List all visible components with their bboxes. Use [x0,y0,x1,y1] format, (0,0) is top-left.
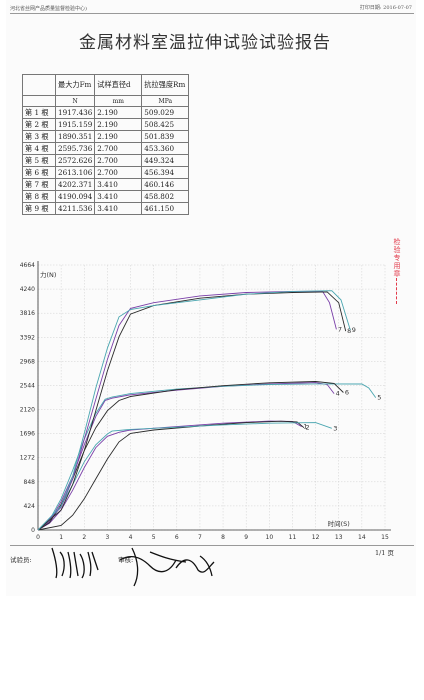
table-header-row: 最大力Fm 试样直径d 抗拉强度Rm [22,74,190,96]
x-tick-label: 11 [289,534,297,541]
series-line-6 [37,381,344,531]
series-label-6: 6 [345,389,349,397]
y-tick-label: 1272 [20,455,35,462]
series-label-4: 4 [336,390,340,398]
x-axis-label: 时间(S) [328,519,350,528]
series-line-4 [37,382,335,531]
series-label-3: 3 [333,424,337,432]
table-unit-row: N mm MPa [22,95,190,107]
page-number: 1/1 页 [374,549,394,557]
y-tick-label: 4240 [20,286,35,293]
series-label-5: 5 [377,394,381,402]
table-cell: 3.410 [94,202,143,215]
x-tick-label: 3 [105,534,109,541]
table-row: 第 6 根 2613.106 2.700 456.394 [22,166,190,179]
tester-label: 试验员: [10,556,32,564]
series-line-3 [37,422,332,531]
series-label-2: 2 [306,424,310,432]
x-tick-label: 12 [312,534,320,541]
x-tick-label: 7 [198,534,202,541]
series-line-9 [37,290,351,531]
table-row: 第 5 根 2572.626 2.700 449.324 [22,154,190,167]
report-title: 金属材料室温拉伸试验试验报告 [79,33,331,53]
series-label-1: 1 [303,423,307,431]
table-row: 第 9 根 4211.536 3.410 461.150 [22,202,190,215]
x-tick-label: 2 [82,534,86,541]
inspection-stamp: 检验专用章 [393,238,401,278]
x-tick-label: 6 [175,534,179,541]
table-unit-cell: MPa [141,95,190,107]
table-cell: 509.029 [141,106,190,119]
table-cell: 461.150 [141,202,190,215]
series-label-9: 9 [352,326,356,334]
header-org: 河北省丝网产品质量监督检验中心) [10,6,87,12]
table-row: 第 3 根 1890.351 2.190 501.839 [22,130,190,143]
x-tick-label: 15 [381,534,389,541]
y-tick-label: 2544 [20,382,35,389]
x-tick-label: 5 [152,534,156,541]
results-table: 最大力Fm 试样直径d 抗拉强度Rm N mm MPa 第 1 根 1917.43… [22,74,190,215]
y-axis-label: 力(N) [40,270,56,279]
series-label-8: 8 [347,327,351,335]
y-tick-label: 424 [24,503,36,510]
stamp-edge [396,278,411,304]
y-tick-label: 4664 [20,262,35,269]
series-line-2 [37,420,305,531]
y-tick-label: 3816 [20,310,35,317]
y-tick-label: 2968 [20,358,35,365]
x-tick-label: 8 [221,534,225,541]
table-cell: 4211.536 [54,202,96,215]
y-tick-label: 2120 [20,407,35,414]
force-time-chart: 0424848127216962120254429683392381642404… [20,261,391,541]
table-row: 第 1 根 1917.436 2.190 509.029 [22,106,190,119]
x-tick-label: 13 [335,534,343,541]
table-cell: 第 9 根 [22,202,56,215]
y-tick-label: 3392 [20,334,35,341]
x-tick-label: 1 [59,534,63,541]
x-tick-label: 14 [358,534,366,541]
table-row: 第 2 根 1915.159 2.190 508.425 [22,118,190,131]
print-date: 打印日期: 2016-07-07 [359,5,412,11]
series-line-8 [37,291,347,531]
series-line-7 [37,290,337,531]
x-tick-label: 4 [129,534,133,541]
series-label-7: 7 [338,325,342,333]
table-row: 第 4 根 2595.736 2.700 453.360 [22,142,190,155]
reviewer-label: 审核: [118,556,134,564]
x-tick-label: 0 [36,534,40,541]
footer-divider [10,545,414,546]
y-tick-label: 1696 [20,431,35,438]
series-line-5 [37,383,377,531]
x-tick-label: 10 [266,534,274,541]
x-tick-label: 9 [244,534,248,541]
header-divider [10,13,414,14]
y-tick-label: 848 [24,479,36,486]
y-tick-label: 0 [31,527,35,534]
